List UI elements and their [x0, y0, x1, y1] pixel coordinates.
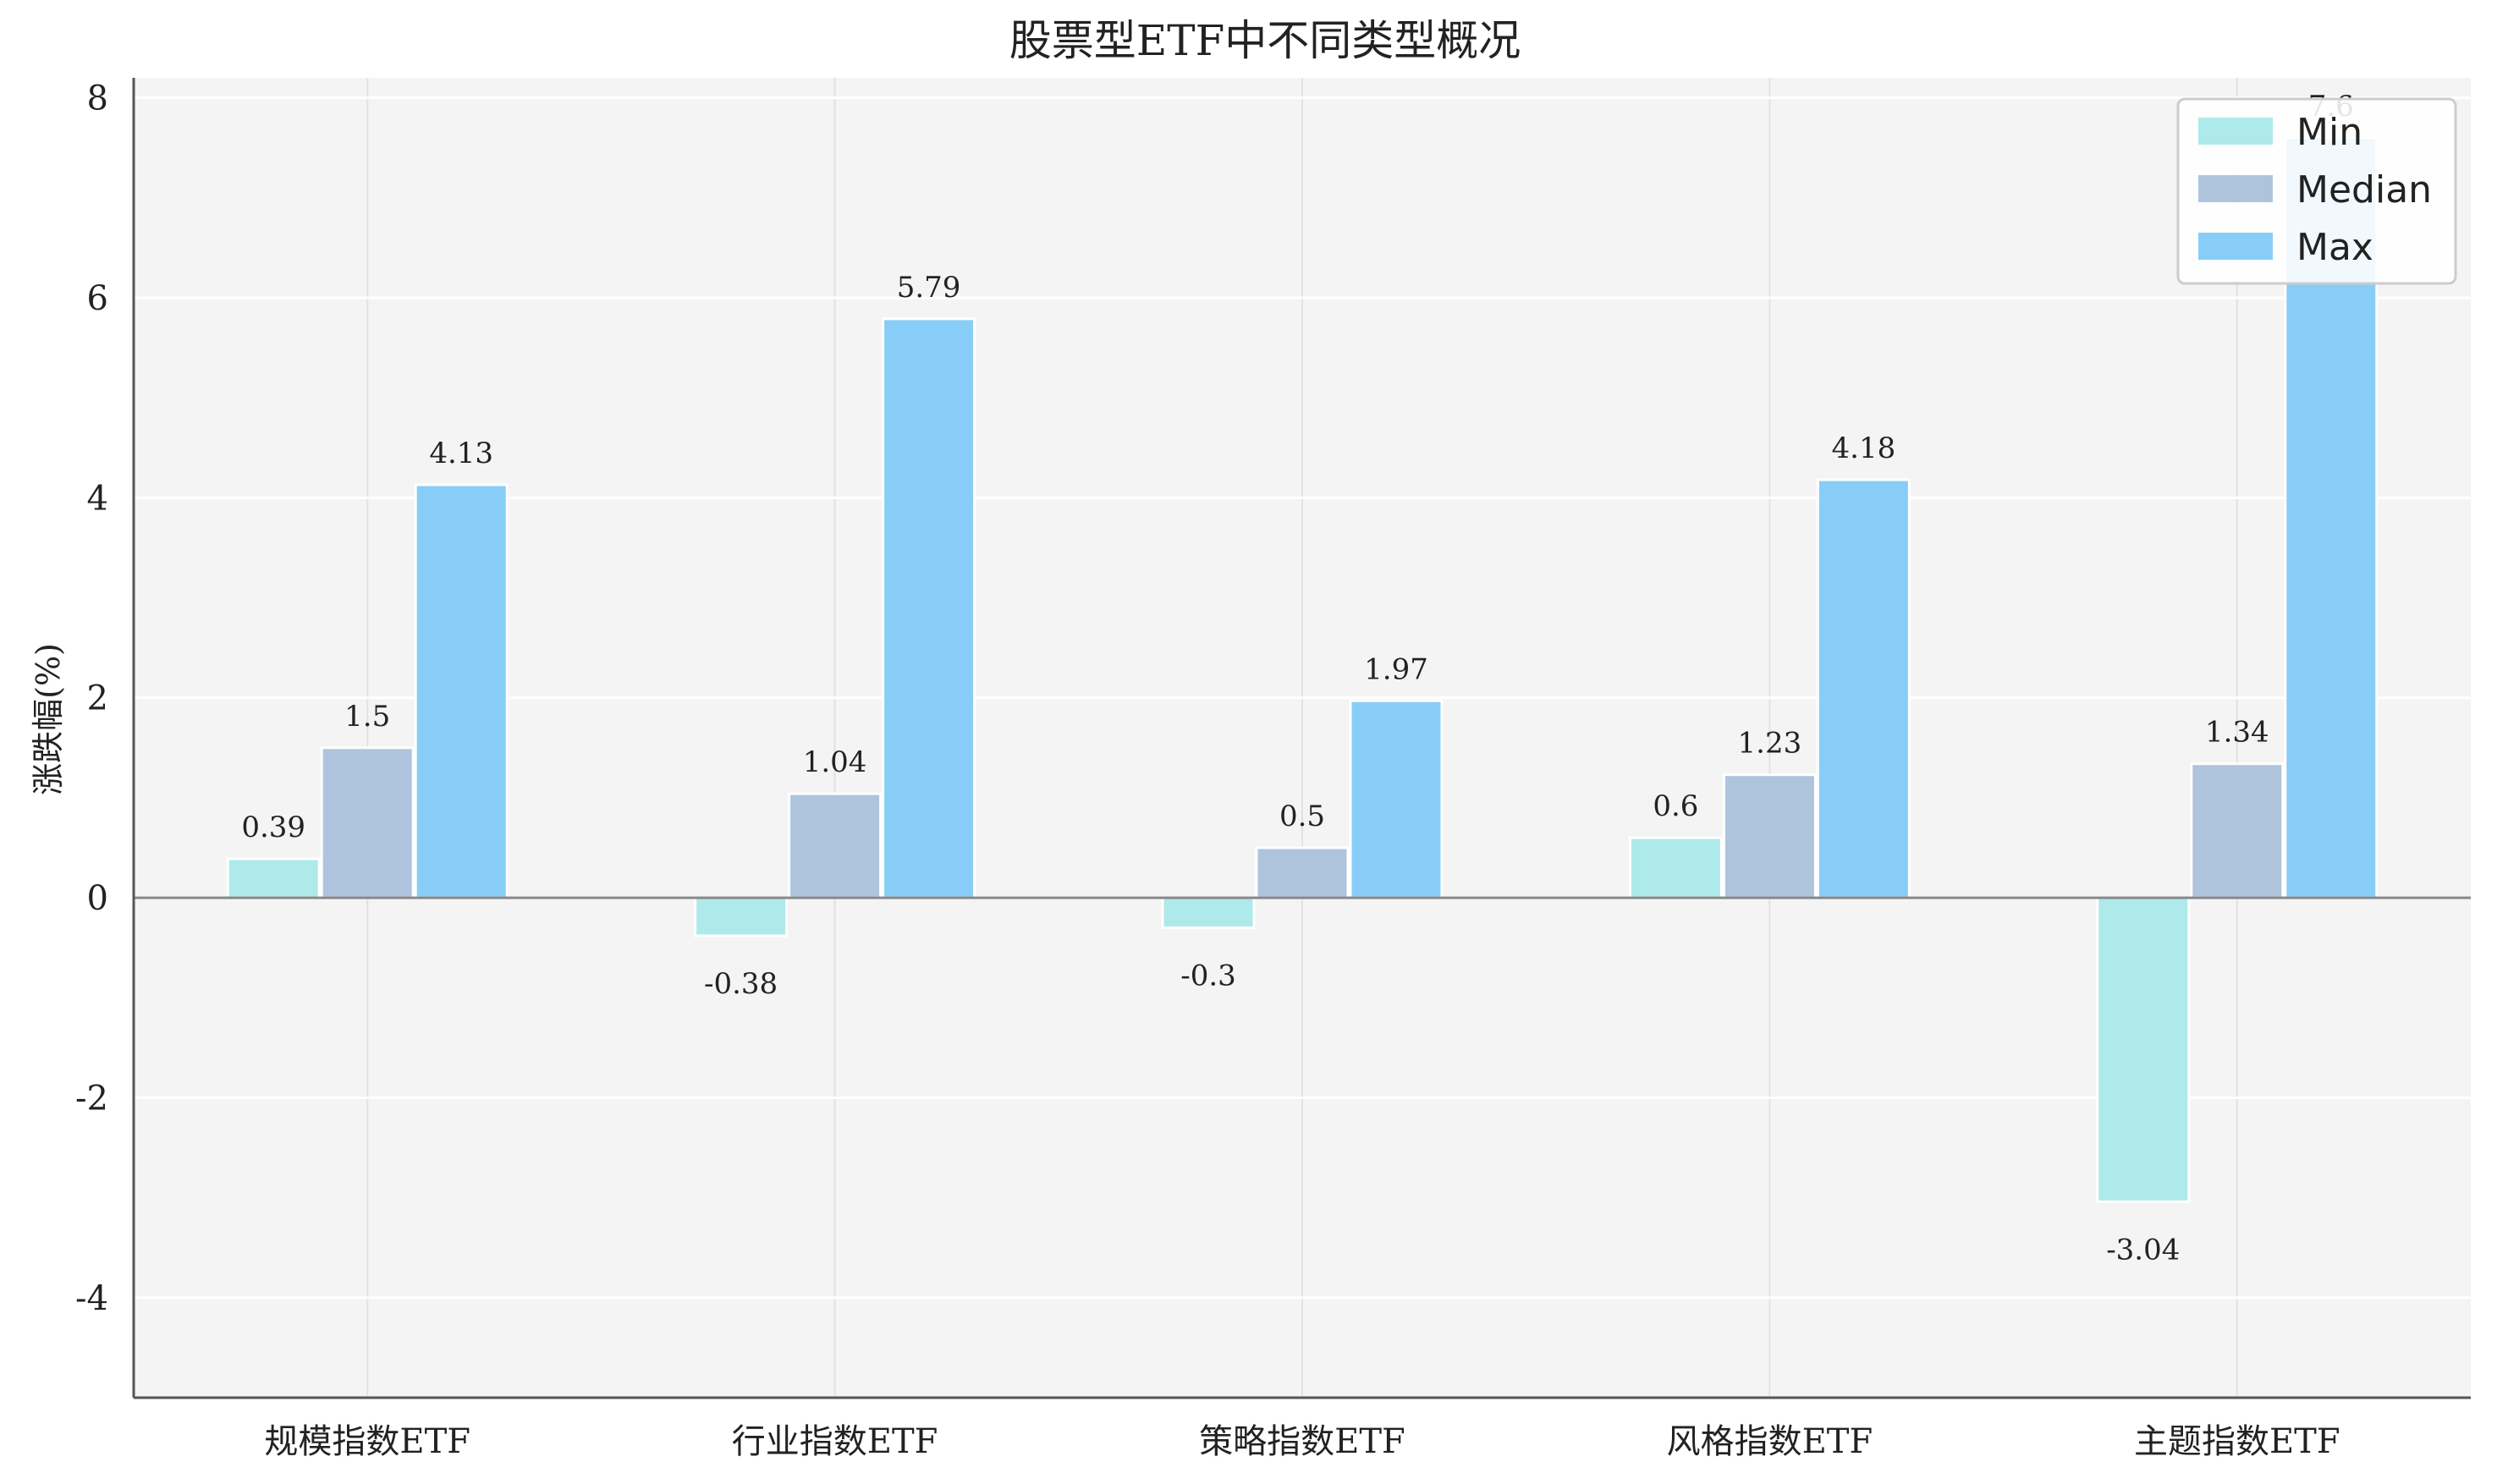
data-label: 1.97 — [1364, 652, 1428, 686]
bar-median — [1722, 773, 1817, 899]
data-label: 1.34 — [2205, 716, 2269, 750]
data-label: 1.5 — [344, 700, 390, 734]
legend-label-median: Median — [2296, 168, 2432, 212]
chart-title: 股票型ETF中不同类型概况 — [1009, 16, 1521, 65]
y-axis-label: 涨跌幅(%) — [30, 643, 67, 795]
data-label: 4.13 — [429, 437, 493, 470]
x-tick-label: 行业指数ETF — [732, 1422, 938, 1461]
y-tick-label: -4 — [75, 1279, 108, 1318]
bar-median — [320, 746, 415, 899]
y-tick-label: 0 — [87, 879, 108, 918]
legend-label-min: Min — [2296, 111, 2362, 154]
data-label: 1.23 — [1738, 727, 1802, 761]
data-label: -0.38 — [704, 967, 778, 1001]
data-label: 0.5 — [1279, 800, 1325, 833]
x-tick-label: 风格指数ETF — [1667, 1422, 1873, 1461]
legend-swatch-median — [2198, 175, 2273, 202]
data-label: 0.6 — [1653, 789, 1698, 823]
data-label: -0.3 — [1180, 959, 1236, 993]
x-tick-label: 主题指数ETF — [2134, 1422, 2340, 1461]
data-label: -3.04 — [2106, 1233, 2180, 1267]
data-label: 1.04 — [803, 745, 867, 779]
y-tick-label: 8 — [87, 80, 108, 118]
bar-max — [882, 317, 976, 899]
bar-median — [788, 792, 883, 899]
plot-area: -4 -2 0 2 4 6 8 0.39 -0.38 -0.3 0.6 -3.04 1.5 1.04 0.5… — [75, 78, 2471, 1461]
legend-swatch-max — [2198, 233, 2273, 260]
bar-max — [414, 483, 509, 899]
bar-max — [1349, 699, 1444, 899]
data-label: 5.79 — [897, 271, 961, 305]
legend: Min Median Max — [2176, 97, 2457, 285]
y-tick-label: 6 — [87, 279, 108, 318]
bar-max — [1816, 478, 1911, 899]
bar-median — [1255, 846, 1350, 899]
bar-min — [226, 857, 321, 899]
y-tick-label: 4 — [87, 479, 108, 518]
bar-min — [2096, 896, 2191, 1203]
bar-min — [1161, 896, 1256, 930]
legend-swatch-min — [2198, 118, 2273, 145]
bar-min — [1628, 836, 1723, 899]
x-tick-label: 规模指数ETF — [264, 1422, 470, 1461]
x-tick-label: 策略指数ETF — [1199, 1422, 1405, 1461]
y-tick-label: 2 — [87, 679, 108, 718]
data-label: 0.39 — [241, 811, 305, 844]
legend-label-max: Max — [2296, 226, 2373, 269]
bar-median — [2190, 762, 2285, 899]
y-tick-label: -2 — [75, 1079, 108, 1118]
data-label: 4.18 — [1832, 431, 1896, 465]
bar-min — [694, 896, 789, 937]
